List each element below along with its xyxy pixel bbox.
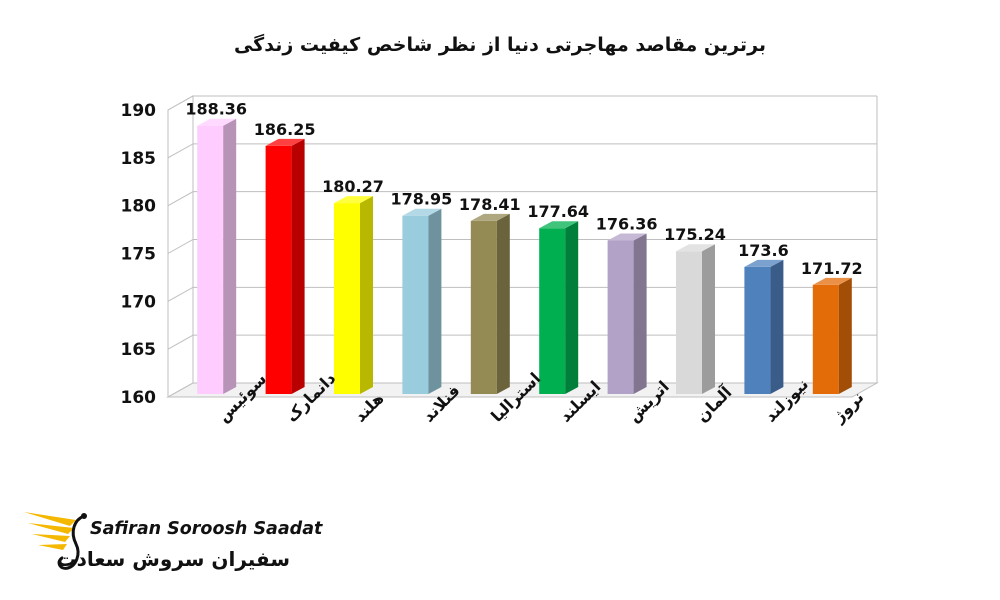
bar-top [812, 277, 852, 285]
bar-side [428, 208, 442, 394]
gridline [167, 382, 877, 398]
bar [197, 118, 237, 394]
bar-side [565, 221, 579, 394]
bar-top [470, 213, 510, 221]
logo-text-fa: سفیران سروش سعادت [56, 547, 291, 571]
bar-front [402, 215, 429, 394]
gridlines [167, 95, 877, 398]
bar [607, 233, 647, 394]
y-tick-label: 180 [121, 197, 157, 217]
gridline [167, 191, 877, 207]
gridline [167, 334, 877, 350]
y-tick-labels: 160 165 170 175 180 185 190 [121, 101, 157, 408]
bars [197, 118, 852, 394]
value-label: 177.64 [527, 202, 589, 221]
value-label: 178.95 [391, 190, 453, 209]
gridline [167, 239, 877, 254]
bar [265, 138, 305, 394]
bar-front [265, 145, 292, 394]
y-tick-label: 160 [121, 388, 157, 408]
bar [402, 208, 442, 394]
bar-side [496, 213, 510, 394]
value-label: 180.27 [322, 177, 384, 196]
bar-side [838, 277, 852, 394]
bar-top [265, 138, 305, 146]
bar-side [702, 244, 715, 394]
bar-top [676, 244, 715, 252]
brand-logo: Safiran Soroosh Saadat سفیران سروش سعادت [18, 490, 322, 590]
bar-side [291, 138, 305, 394]
y-tick-label: 165 [121, 340, 157, 360]
value-label: 188.36 [185, 100, 247, 119]
bar-front [539, 228, 566, 394]
logo-text-en: Safiran Soroosh Saadat [90, 519, 323, 539]
bar-top [607, 233, 647, 241]
bar [334, 196, 373, 394]
value-label: 176.36 [596, 214, 658, 233]
bar-side [633, 233, 647, 394]
bar-top [197, 118, 237, 126]
bar-front [676, 251, 702, 394]
bar-top [334, 196, 373, 204]
bar-front [744, 266, 771, 394]
bar-front [197, 125, 224, 394]
bar-top [402, 208, 442, 216]
y-tick-label: 170 [121, 292, 157, 312]
bar-front [812, 284, 839, 394]
bar [539, 221, 579, 394]
y-tick-label: 190 [121, 101, 157, 121]
bar [676, 244, 715, 394]
value-label: 171.72 [801, 259, 863, 278]
wing-icon [24, 512, 87, 570]
value-label: 173.6 [738, 241, 789, 260]
bar-side [223, 118, 237, 394]
value-label: 178.41 [459, 195, 521, 214]
value-label: 175.24 [664, 225, 726, 244]
bar-top [744, 259, 784, 267]
y-tick-label: 175 [121, 245, 157, 265]
bar [470, 213, 510, 394]
bar-top [539, 221, 579, 229]
value-label: 186.25 [254, 120, 316, 139]
bar [812, 277, 852, 394]
gridline [167, 143, 877, 159]
chart-title: برترین مقاصد مهاجرتی دنیا از نظر شاخص کی… [233, 34, 767, 56]
bar-front [470, 220, 497, 394]
bar-front [334, 203, 360, 394]
gridline [167, 95, 877, 111]
bar-side [360, 196, 373, 394]
bar [744, 259, 784, 394]
gridline [167, 286, 877, 302]
bar-front [607, 240, 634, 394]
value-labels: 188.36 186.25 180.27 178.95 178.41 177.64 176.… [185, 100, 862, 278]
bar-side [770, 259, 784, 394]
y-tick-label: 185 [121, 149, 157, 169]
